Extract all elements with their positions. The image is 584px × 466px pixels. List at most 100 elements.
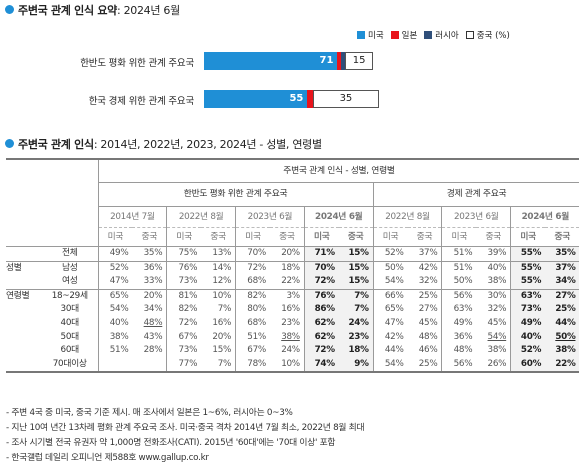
section1-bullet-icon xyxy=(5,5,14,14)
cell-value: 56% xyxy=(453,290,473,301)
cell-value: 56% xyxy=(453,358,473,369)
cell-value: 46% xyxy=(418,345,438,356)
table-row: 50대 38% 43% 67% 20% 51% 38% 62% 23% 42% 48% 36% 54% 4… xyxy=(6,330,580,345)
table-cell: 25% xyxy=(545,303,580,317)
bar-segment xyxy=(204,90,308,108)
table-cell: 65% xyxy=(372,303,408,317)
legend-swatch xyxy=(424,31,433,39)
bar-segment xyxy=(345,52,374,70)
table-cell: 10% xyxy=(201,288,236,304)
table-cell: 67% xyxy=(166,330,202,345)
cell-value: 78% xyxy=(247,358,266,369)
cell-value: 82% xyxy=(178,304,198,315)
cell-value: 52% xyxy=(109,262,129,273)
cell-value: 52% xyxy=(520,345,542,356)
table-row: 성별 남성 52% 36% 76% 14% 72% 18% 70% 15% 50% 42% 51% 40%… xyxy=(6,260,580,276)
cell-value: 70% xyxy=(314,262,335,273)
table-cell: 54% xyxy=(476,331,510,345)
table-row: 60대 51% 28% 73% 15% 67% 24% 72% 18% 44% 46% 48% 38% 5… xyxy=(6,344,580,358)
row-label: 50대 xyxy=(60,331,80,342)
table-cell: 48% xyxy=(132,317,166,331)
table-row: 여성 47% 33% 73% 12% 68% 22% 72% 15% 54% 32% 50% 38% 55… xyxy=(6,275,580,290)
table-cell: 36% xyxy=(441,330,477,345)
cell-value: 25% xyxy=(555,304,576,315)
cell-value: 74% xyxy=(314,358,335,369)
table-cell: 55% xyxy=(510,260,546,276)
table-cell: 51% xyxy=(235,330,270,345)
row-group-label xyxy=(6,317,42,331)
section2-title: 주변국 관계 인식: 2014년, 2022년, 2023, 2024년 - 성… xyxy=(18,136,322,152)
cell-value: 20% xyxy=(143,290,163,301)
cell-value: 68% xyxy=(247,317,266,328)
footnote: - 한국갤럽 데일리 오피니언 제588호 www.gallup.co.kr xyxy=(6,453,209,463)
table-cell: 40% xyxy=(476,260,511,276)
table-cell: 7% xyxy=(201,357,236,374)
row-label: 전체 xyxy=(61,248,78,258)
cell-value: 15% xyxy=(348,276,369,287)
cell-value: 50% xyxy=(384,262,404,273)
table-cell: 50% xyxy=(441,275,477,290)
table-cell: 13% xyxy=(201,247,235,262)
table-cell: 77% xyxy=(166,357,202,374)
cell-value: 23% xyxy=(281,317,300,328)
table-cell: 74% xyxy=(303,357,339,374)
table-cell: 54% xyxy=(372,357,408,374)
cell-value: 49% xyxy=(520,317,542,328)
table-cell: 50% xyxy=(372,260,408,276)
cell-value: 51% xyxy=(453,248,473,258)
table-cell: 48% xyxy=(408,331,442,345)
row-group-label xyxy=(6,344,42,358)
table-cell: 48% xyxy=(441,344,477,358)
table-cell: 35% xyxy=(545,246,580,262)
cell-value: 48% xyxy=(418,331,438,342)
cell-value: 72% xyxy=(178,317,198,328)
table-cell: 60% xyxy=(510,357,546,374)
cell-value: 44% xyxy=(555,317,576,328)
table-cell: 25% xyxy=(407,357,442,374)
table-cell: 71% xyxy=(303,246,339,262)
table-cell: 54% xyxy=(97,303,133,317)
table-cell: 36% xyxy=(132,260,167,276)
table-cell: 40% xyxy=(97,316,133,331)
column-header: 미국 xyxy=(372,227,408,247)
table-cell: 18% xyxy=(269,260,305,276)
cell-value: 14% xyxy=(212,262,232,273)
legend-item: 미국 xyxy=(357,29,384,41)
footnotes: - 주변 4국 중 미국, 중국 기준 제시. 매 조사에서 일본은 1~6%,… xyxy=(6,406,365,466)
cell-value: 12% xyxy=(212,276,232,287)
table-cell: 66% xyxy=(372,288,408,304)
cell-value: 13% xyxy=(212,248,232,258)
cell-value: 44% xyxy=(384,345,404,356)
cell-value: 62% xyxy=(314,331,335,342)
column-header: 미국 xyxy=(510,227,546,247)
header-row: 미국 중국 미국 중국 미국 중국 미국 중국 미국 중국 미국 중국 미국 중국 xyxy=(6,227,580,247)
legend-label: 일본 xyxy=(401,31,418,41)
cell-value: 32% xyxy=(418,276,438,287)
cell-value: 7% xyxy=(354,290,369,301)
cell-value: 34% xyxy=(555,276,576,287)
table-cell: 52% xyxy=(97,260,133,276)
cell-value: 54% xyxy=(487,331,507,342)
cell-value: 73% xyxy=(178,276,198,287)
footnote: - 주변 4국 중 미국, 중국 기준 제시. 매 조사에서 일본은 1~6%,… xyxy=(6,408,293,418)
table-cell: 18% xyxy=(338,344,374,358)
cell-value: 50% xyxy=(555,331,576,342)
table-cell: 15% xyxy=(201,344,235,358)
cell-value: 38% xyxy=(555,345,576,356)
cell-value: 10% xyxy=(281,358,300,369)
table-cell: 39% xyxy=(476,247,510,262)
period-header: 2023년 6월 xyxy=(441,206,511,228)
legend-swatch xyxy=(357,31,365,39)
cell-value: 60% xyxy=(520,358,542,369)
cell-value: 80% xyxy=(247,304,266,315)
column-header: 중국 xyxy=(338,227,374,247)
cell-value: 24% xyxy=(348,317,369,328)
cell-value: 65% xyxy=(109,290,129,301)
cell-value: 63% xyxy=(520,290,542,301)
perception-table: 주변국 관계 인식 - 성별, 연령별 한반도 평화 위한 관계 주요국 경제 관계… xyxy=(6,158,580,374)
cell-value: 51% xyxy=(109,345,129,356)
cell-value: 10% xyxy=(212,290,232,301)
cell-value: 54% xyxy=(384,358,404,369)
legend-item: 중국 (%) xyxy=(465,29,510,41)
cell-value: 37% xyxy=(418,248,438,258)
